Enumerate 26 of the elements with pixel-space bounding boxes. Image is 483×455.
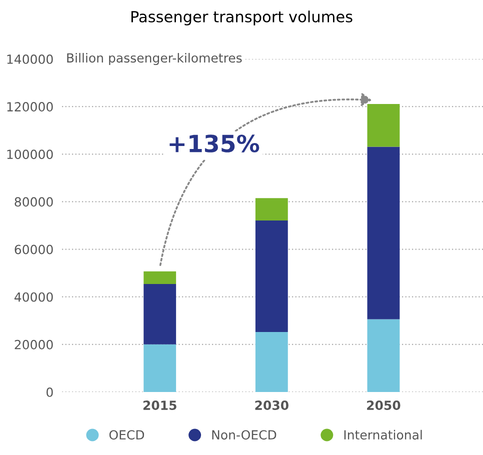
- bar: [367, 146, 400, 320]
- chart-title: Passenger transport volumes: [131, 10, 352, 26]
- y-tick-label: 20000: [14, 340, 53, 350]
- y-tick-label: 120000: [7, 102, 53, 112]
- y-tick-label: 140000: [7, 54, 53, 64]
- bar: [367, 319, 400, 392]
- bar: [255, 220, 288, 332]
- y-tick-label: 60000: [14, 244, 53, 254]
- y-tick-label: 100000: [7, 150, 53, 160]
- x-tick-label: 2030: [255, 400, 288, 410]
- bar: [144, 284, 176, 344]
- bar: [367, 104, 400, 147]
- y-tick-label: 40000: [14, 292, 53, 302]
- legend-label: OECD: [109, 430, 144, 440]
- y-tick-label: 0: [46, 387, 53, 397]
- y-axis-title: Billion passenger-kilometres: [67, 52, 242, 66]
- bar: [255, 198, 288, 221]
- annotation: +135%: [170, 134, 260, 152]
- bar: [144, 271, 176, 284]
- bar: [144, 344, 176, 392]
- x-tick-label: 2015: [143, 400, 176, 410]
- x-tick-label: 2050: [367, 400, 400, 410]
- legend-label: International: [344, 430, 422, 440]
- y-tick-label: 80000: [14, 197, 53, 207]
- legend-label: Non-OECD: [212, 430, 276, 440]
- bar: [255, 332, 288, 392]
